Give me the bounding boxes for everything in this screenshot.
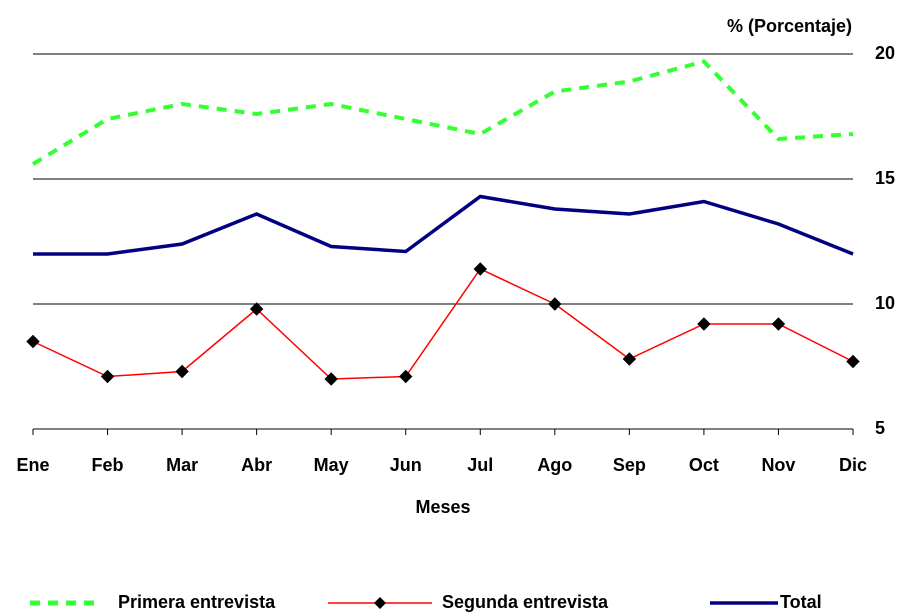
marker: [622, 352, 637, 366]
marker: [771, 317, 786, 331]
marker: [100, 369, 115, 384]
x-axis-label: Meses: [415, 497, 470, 517]
x-tick-label: Oct: [689, 455, 719, 475]
legend-marker: [374, 597, 386, 609]
x-tick-label: Abr: [241, 455, 272, 475]
y-tick-label: 20: [875, 43, 895, 63]
marker: [548, 297, 562, 311]
x-tick-label: Mar: [166, 455, 198, 475]
marker: [473, 262, 487, 276]
y-tick-label: 5: [875, 418, 885, 438]
x-tick-label: Ago: [537, 455, 572, 475]
x-tick-label: Nov: [761, 455, 795, 475]
x-tick-label: Ene: [16, 455, 49, 475]
x-tick-label: Feb: [92, 455, 124, 475]
y-tick-label: 15: [875, 168, 895, 188]
y-axis-label: % (Porcentaje): [727, 16, 852, 36]
series-line: [33, 194, 854, 256]
marker: [399, 369, 413, 384]
series-line: [32, 268, 854, 380]
marker: [249, 302, 264, 316]
x-tick-label: Dic: [839, 455, 867, 475]
marker: [846, 354, 860, 369]
y-tick-label: 10: [875, 293, 895, 313]
marker: [26, 334, 40, 349]
x-tick-label: Jul: [467, 455, 493, 475]
x-tick-label: Jun: [390, 455, 422, 475]
legend-label: Primera entrevista: [118, 592, 276, 612]
series-line: [31, 59, 854, 166]
x-tick-label: Sep: [613, 455, 646, 475]
legend-label: Segunda entrevista: [442, 592, 609, 612]
legend-label: Total: [780, 592, 822, 612]
marker: [175, 364, 189, 379]
marker: [697, 317, 711, 331]
marker: [324, 372, 338, 386]
x-tick-label: May: [314, 455, 349, 475]
